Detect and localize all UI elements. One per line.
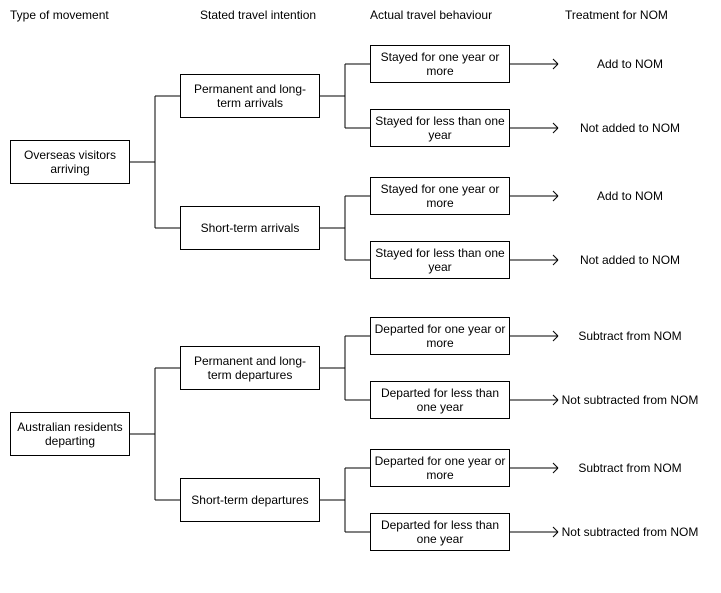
node-dep-less-1: Departed for less than one year — [370, 381, 510, 419]
node-stay-less-1: Stayed for less than one year — [370, 109, 510, 147]
treatment-t7: Subtract from NOM — [560, 449, 700, 487]
treatment-t6: Not subtracted from NOM — [560, 381, 700, 419]
node-stay-yr-1: Stayed for one year or more — [370, 45, 510, 83]
node-short-arr: Short-term arrivals — [180, 206, 320, 250]
treatment-t2: Not added to NOM — [560, 109, 700, 147]
treatment-t4: Not added to NOM — [560, 241, 700, 279]
treatment-t1: Add to NOM — [560, 45, 700, 83]
node-short-dep: Short-term departures — [180, 478, 320, 522]
treatment-t5: Subtract from NOM — [560, 317, 700, 355]
treatment-t8: Not subtracted from NOM — [560, 513, 700, 551]
node-dep-less-2: Departed for less than one year — [370, 513, 510, 551]
node-stay-yr-2: Stayed for one year or more — [370, 177, 510, 215]
node-dep-yr-1: Departed for one year or more — [370, 317, 510, 355]
diagram-container: { "type": "tree", "background_color": "#… — [0, 0, 721, 593]
node-perm-dep: Permanent and long-term departures — [180, 346, 320, 390]
treatment-t3: Add to NOM — [560, 177, 700, 215]
connectors-svg — [0, 0, 721, 593]
node-australian: Australian residents departing — [10, 412, 130, 456]
node-overseas: Overseas visitors arriving — [10, 140, 130, 184]
node-dep-yr-2: Departed for one year or more — [370, 449, 510, 487]
node-perm-arr: Permanent and long-term arrivals — [180, 74, 320, 118]
node-stay-less-2: Stayed for less than one year — [370, 241, 510, 279]
